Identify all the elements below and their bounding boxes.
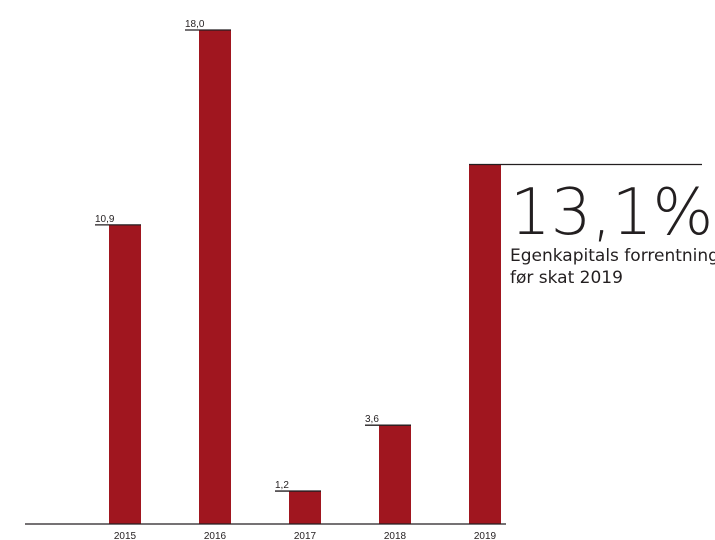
bar-2015 <box>109 224 141 524</box>
bar-2016 <box>199 30 231 524</box>
x-tick-label-2017: 2017 <box>294 531 317 540</box>
bar-2019 <box>469 164 501 524</box>
value-label-2015: 10,9 <box>95 214 115 225</box>
value-label-2016: 18,0 <box>185 19 205 30</box>
value-labels-group: 10,9 18,0 1,2 3,6 <box>95 19 702 492</box>
value-label-2017: 1,2 <box>275 480 289 491</box>
x-tick-label-2018: 2018 <box>384 531 407 540</box>
highlight-caption-line-1: Egenkapitals forrentning <box>510 246 715 266</box>
bar-2017 <box>289 491 321 524</box>
x-tick-label-2015: 2015 <box>114 531 137 540</box>
highlight-callout: 13,1% Egenkapitals forrentning før skat … <box>510 176 715 288</box>
x-tick-label-2019: 2019 <box>474 531 497 540</box>
highlight-caption-line-2: før skat 2019 <box>510 268 623 288</box>
x-tick-labels-group: 2015 2016 2017 2018 2019 <box>114 531 497 540</box>
highlight-value: 13,1% <box>510 176 713 250</box>
x-tick-label-2016: 2016 <box>204 531 227 540</box>
value-label-2018: 3,6 <box>365 414 379 425</box>
bars-group <box>109 30 501 524</box>
bar-2018 <box>379 425 411 524</box>
